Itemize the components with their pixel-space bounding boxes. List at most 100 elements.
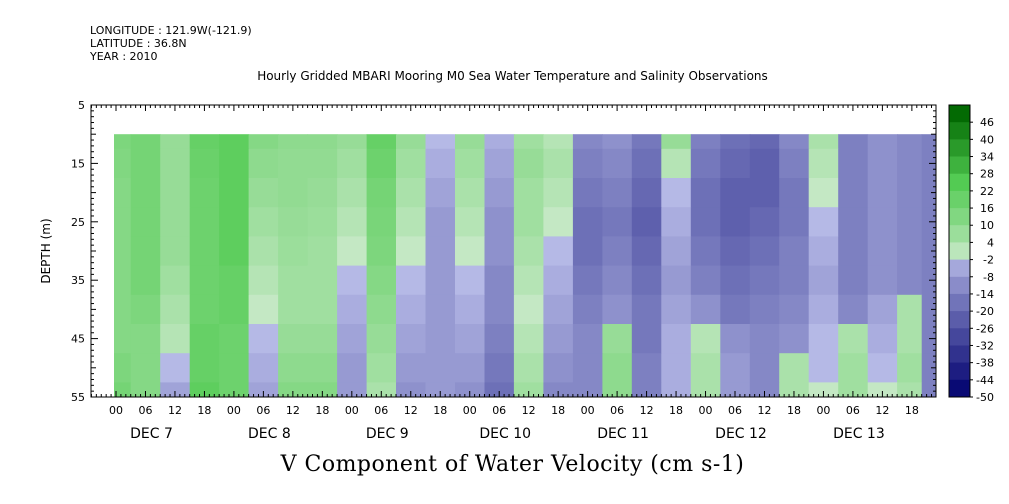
heatmap-cell: [720, 324, 751, 354]
heatmap-cell: [867, 265, 898, 296]
heatmap-cell: [513, 265, 544, 296]
heatmap-cell: [749, 265, 780, 296]
heatmap-cell: [921, 294, 936, 325]
colorbar-label: -14: [976, 288, 994, 301]
hour-tick-label: 06: [610, 404, 624, 417]
heatmap-cell: [867, 324, 898, 354]
heatmap-cell: [661, 353, 692, 383]
heatmap-cell: [189, 236, 220, 267]
heatmap-cell: [661, 265, 692, 296]
heatmap-cell: [779, 294, 810, 325]
longitude-label: LONGITUDE : 121.9W(-121.9): [90, 24, 252, 37]
heatmap-cell: [572, 324, 603, 354]
heatmap-cell: [572, 294, 603, 325]
heatmap-cell: [720, 148, 751, 179]
heatmap-cell: [130, 382, 161, 397]
heatmap-cell: [897, 353, 923, 383]
heatmap-cell: [921, 265, 936, 296]
y-axis-label: DEPTH (m): [39, 218, 53, 283]
heatmap-cell: [838, 382, 869, 397]
heatmap-cell: [160, 178, 191, 208]
variable-title: V Component of Water Velocity (cm s-1): [280, 452, 745, 477]
heatmap-cell: [219, 324, 250, 354]
heatmap-cell: [484, 324, 515, 354]
heatmap-cell: [130, 353, 161, 383]
hour-tick-label: 18: [197, 404, 211, 417]
heatmap-cell: [455, 134, 485, 150]
heatmap-cell: [248, 324, 279, 354]
heatmap-cell: [219, 382, 250, 397]
heatmap-cell: [631, 178, 662, 208]
heatmap-cell: [425, 148, 456, 179]
day-label: DEC 8: [248, 426, 291, 442]
colorbar-label: -26: [976, 322, 994, 335]
heatmap-cell: [484, 353, 515, 383]
colorbar-swatch: [949, 293, 970, 312]
hour-tick-label: 18: [905, 404, 919, 417]
heatmap-cell: [307, 134, 338, 150]
heatmap-cell: [396, 134, 426, 150]
heatmap-cell: [602, 382, 633, 397]
hour-tick-label: 00: [699, 404, 713, 417]
heatmap-cell: [484, 134, 515, 150]
heatmap-cell: [484, 178, 515, 208]
heatmap-cell: [602, 134, 633, 150]
heatmap-cell: [661, 134, 692, 150]
heatmap-cell: [779, 207, 810, 237]
heatmap-cell: [425, 134, 456, 150]
colorbar-label: 10: [980, 219, 994, 232]
colorbar-label: 40: [980, 133, 994, 146]
hour-tick-label: 06: [492, 404, 506, 417]
heatmap-cell: [661, 294, 692, 325]
heatmap-cell: [808, 207, 839, 237]
colorbar-label: 22: [980, 185, 994, 198]
heatmap-cell: [337, 382, 368, 397]
colorbar-label: -44: [976, 374, 994, 387]
heatmap-cell: [114, 134, 132, 150]
heatmap-cell: [749, 382, 780, 397]
heatmap-cell: [897, 134, 923, 150]
heatmap-cell: [278, 134, 309, 150]
heatmap-cell: [572, 148, 603, 179]
heatmap-cell: [307, 236, 338, 267]
heatmap-cell: [572, 353, 603, 383]
heatmap-cell: [396, 178, 426, 208]
heatmap-cell: [278, 324, 309, 354]
heatmap-cell: [307, 178, 338, 208]
colorbar-label: 34: [980, 151, 994, 164]
heatmap-cell: [602, 207, 633, 237]
heatmap-cell: [838, 236, 869, 267]
heatmap-cell: [513, 207, 544, 237]
heatmap-cell: [160, 324, 191, 354]
heatmap-cell: [425, 382, 456, 397]
y-tick-label: 55: [71, 391, 85, 404]
hour-tick-label: 00: [581, 404, 595, 417]
heatmap-cell: [720, 207, 751, 237]
hour-tick-label: 18: [315, 404, 329, 417]
colorbar-swatch: [949, 379, 970, 398]
heatmap-cell: [838, 353, 869, 383]
colorbar-swatch: [949, 345, 970, 364]
heatmap-cell: [366, 324, 397, 354]
colorbar-label: 16: [980, 202, 994, 215]
hour-tick-label: 18: [669, 404, 683, 417]
y-tick-label: 5: [78, 99, 85, 112]
heatmap-cell: [425, 353, 456, 383]
heatmap-cell: [455, 207, 485, 237]
colorbar-swatch: [949, 173, 970, 192]
heatmap-cell: [484, 382, 515, 397]
heatmap-cell: [114, 353, 132, 383]
hour-tick-label: 18: [433, 404, 447, 417]
heatmap-cell: [130, 134, 161, 150]
hour-tick-label: 12: [286, 404, 300, 417]
colorbar-frame: [948, 104, 971, 398]
colorbar-swatch: [949, 105, 970, 123]
colorbar-swatch: [949, 156, 970, 175]
heatmap-cell: [189, 294, 220, 325]
heatmap-cell: [248, 134, 279, 150]
colorbar-label: -38: [976, 357, 994, 370]
heatmap-cell: [248, 294, 279, 325]
heatmap-cell: [749, 207, 780, 237]
heatmap-cell: [484, 265, 515, 296]
hour-tick-label: 18: [787, 404, 801, 417]
